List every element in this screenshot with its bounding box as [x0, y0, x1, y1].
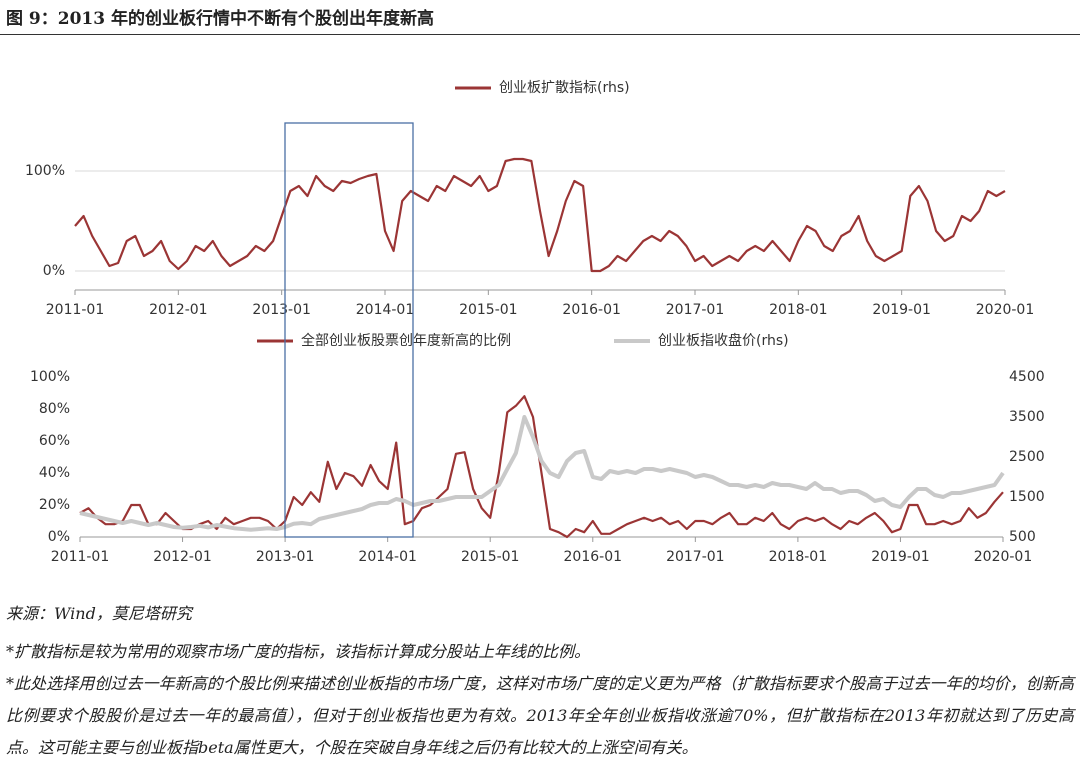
x-tick-label: 2019-01	[871, 549, 930, 565]
notes: 来源：Wind，莫尼塔研究 *扩散指标是较为常用的观察市场广度的指标，该指标计算…	[6, 598, 1074, 764]
x-tick-label: 2013-01	[252, 302, 311, 318]
x-tick-label: 2014-01	[356, 302, 415, 318]
y-tick-label: 60%	[39, 433, 70, 449]
y2-tick-label: 1500	[1009, 489, 1045, 505]
x-tick-label: 2016-01	[564, 549, 623, 565]
y-tick-label: 100%	[25, 163, 65, 179]
y-tick-label: 20%	[39, 497, 70, 513]
y2-tick-label: 2500	[1009, 449, 1045, 465]
note: *扩散指标是较为常用的观察市场广度的指标，该指标计算成分股站上年线的比例。	[6, 642, 591, 661]
x-tick-label: 2017-01	[666, 549, 725, 565]
source: 来源：Wind，莫尼塔研究	[6, 604, 192, 623]
y-tick-label: 40%	[39, 465, 70, 481]
series-line	[79, 395, 1004, 539]
x-tick-label: 2020-01	[976, 302, 1035, 318]
x-tick-label: 2011-01	[46, 302, 105, 318]
series-line	[79, 415, 1005, 532]
note: *此处选择用创过去一年新高的个股比例来描述创业板指的市场广度，这样对市场广度的定…	[6, 674, 1074, 757]
title-rule	[0, 34, 1080, 35]
x-tick-label: 2015-01	[459, 302, 518, 318]
y-tick-label: 80%	[39, 401, 70, 417]
y2-tick-label: 3500	[1009, 409, 1045, 425]
x-tick-label: 2020-01	[974, 549, 1033, 565]
y2-tick-label: 500	[1009, 529, 1036, 545]
x-tick-label: 2017-01	[666, 302, 725, 318]
legend-label: 创业板扩散指标(rhs)	[499, 80, 630, 96]
x-tick-label: 2018-01	[769, 302, 828, 318]
y2-tick-label: 4500	[1009, 369, 1045, 385]
figure-title: 图 9：2013 年的创业板行情中不断有个股创出年度新高	[6, 9, 434, 29]
x-tick-label: 2018-01	[769, 549, 828, 565]
x-tick-label: 2013-01	[256, 549, 315, 565]
x-tick-label: 2012-01	[153, 549, 212, 565]
x-tick-label: 2015-01	[461, 549, 520, 565]
y-tick-label: 0%	[48, 529, 70, 545]
x-tick-label: 2019-01	[872, 302, 931, 318]
y-tick-label: 0%	[43, 263, 65, 279]
highlight-box	[284, 122, 414, 538]
series-line	[74, 157, 1006, 273]
legend-label: 全部创业板股票创年度新高的比例	[301, 332, 511, 349]
y-tick-label: 100%	[30, 369, 70, 385]
x-tick-label: 2016-01	[562, 302, 621, 318]
x-tick-label: 2014-01	[358, 549, 417, 565]
legend-label: 创业板指收盘价(rhs)	[658, 332, 789, 349]
x-tick-label: 2011-01	[51, 549, 110, 565]
x-tick-label: 2012-01	[149, 302, 208, 318]
charts: 0% 100% 2011-01 2012-01 2013-01 2014-01 2015-0…	[25, 80, 1045, 565]
